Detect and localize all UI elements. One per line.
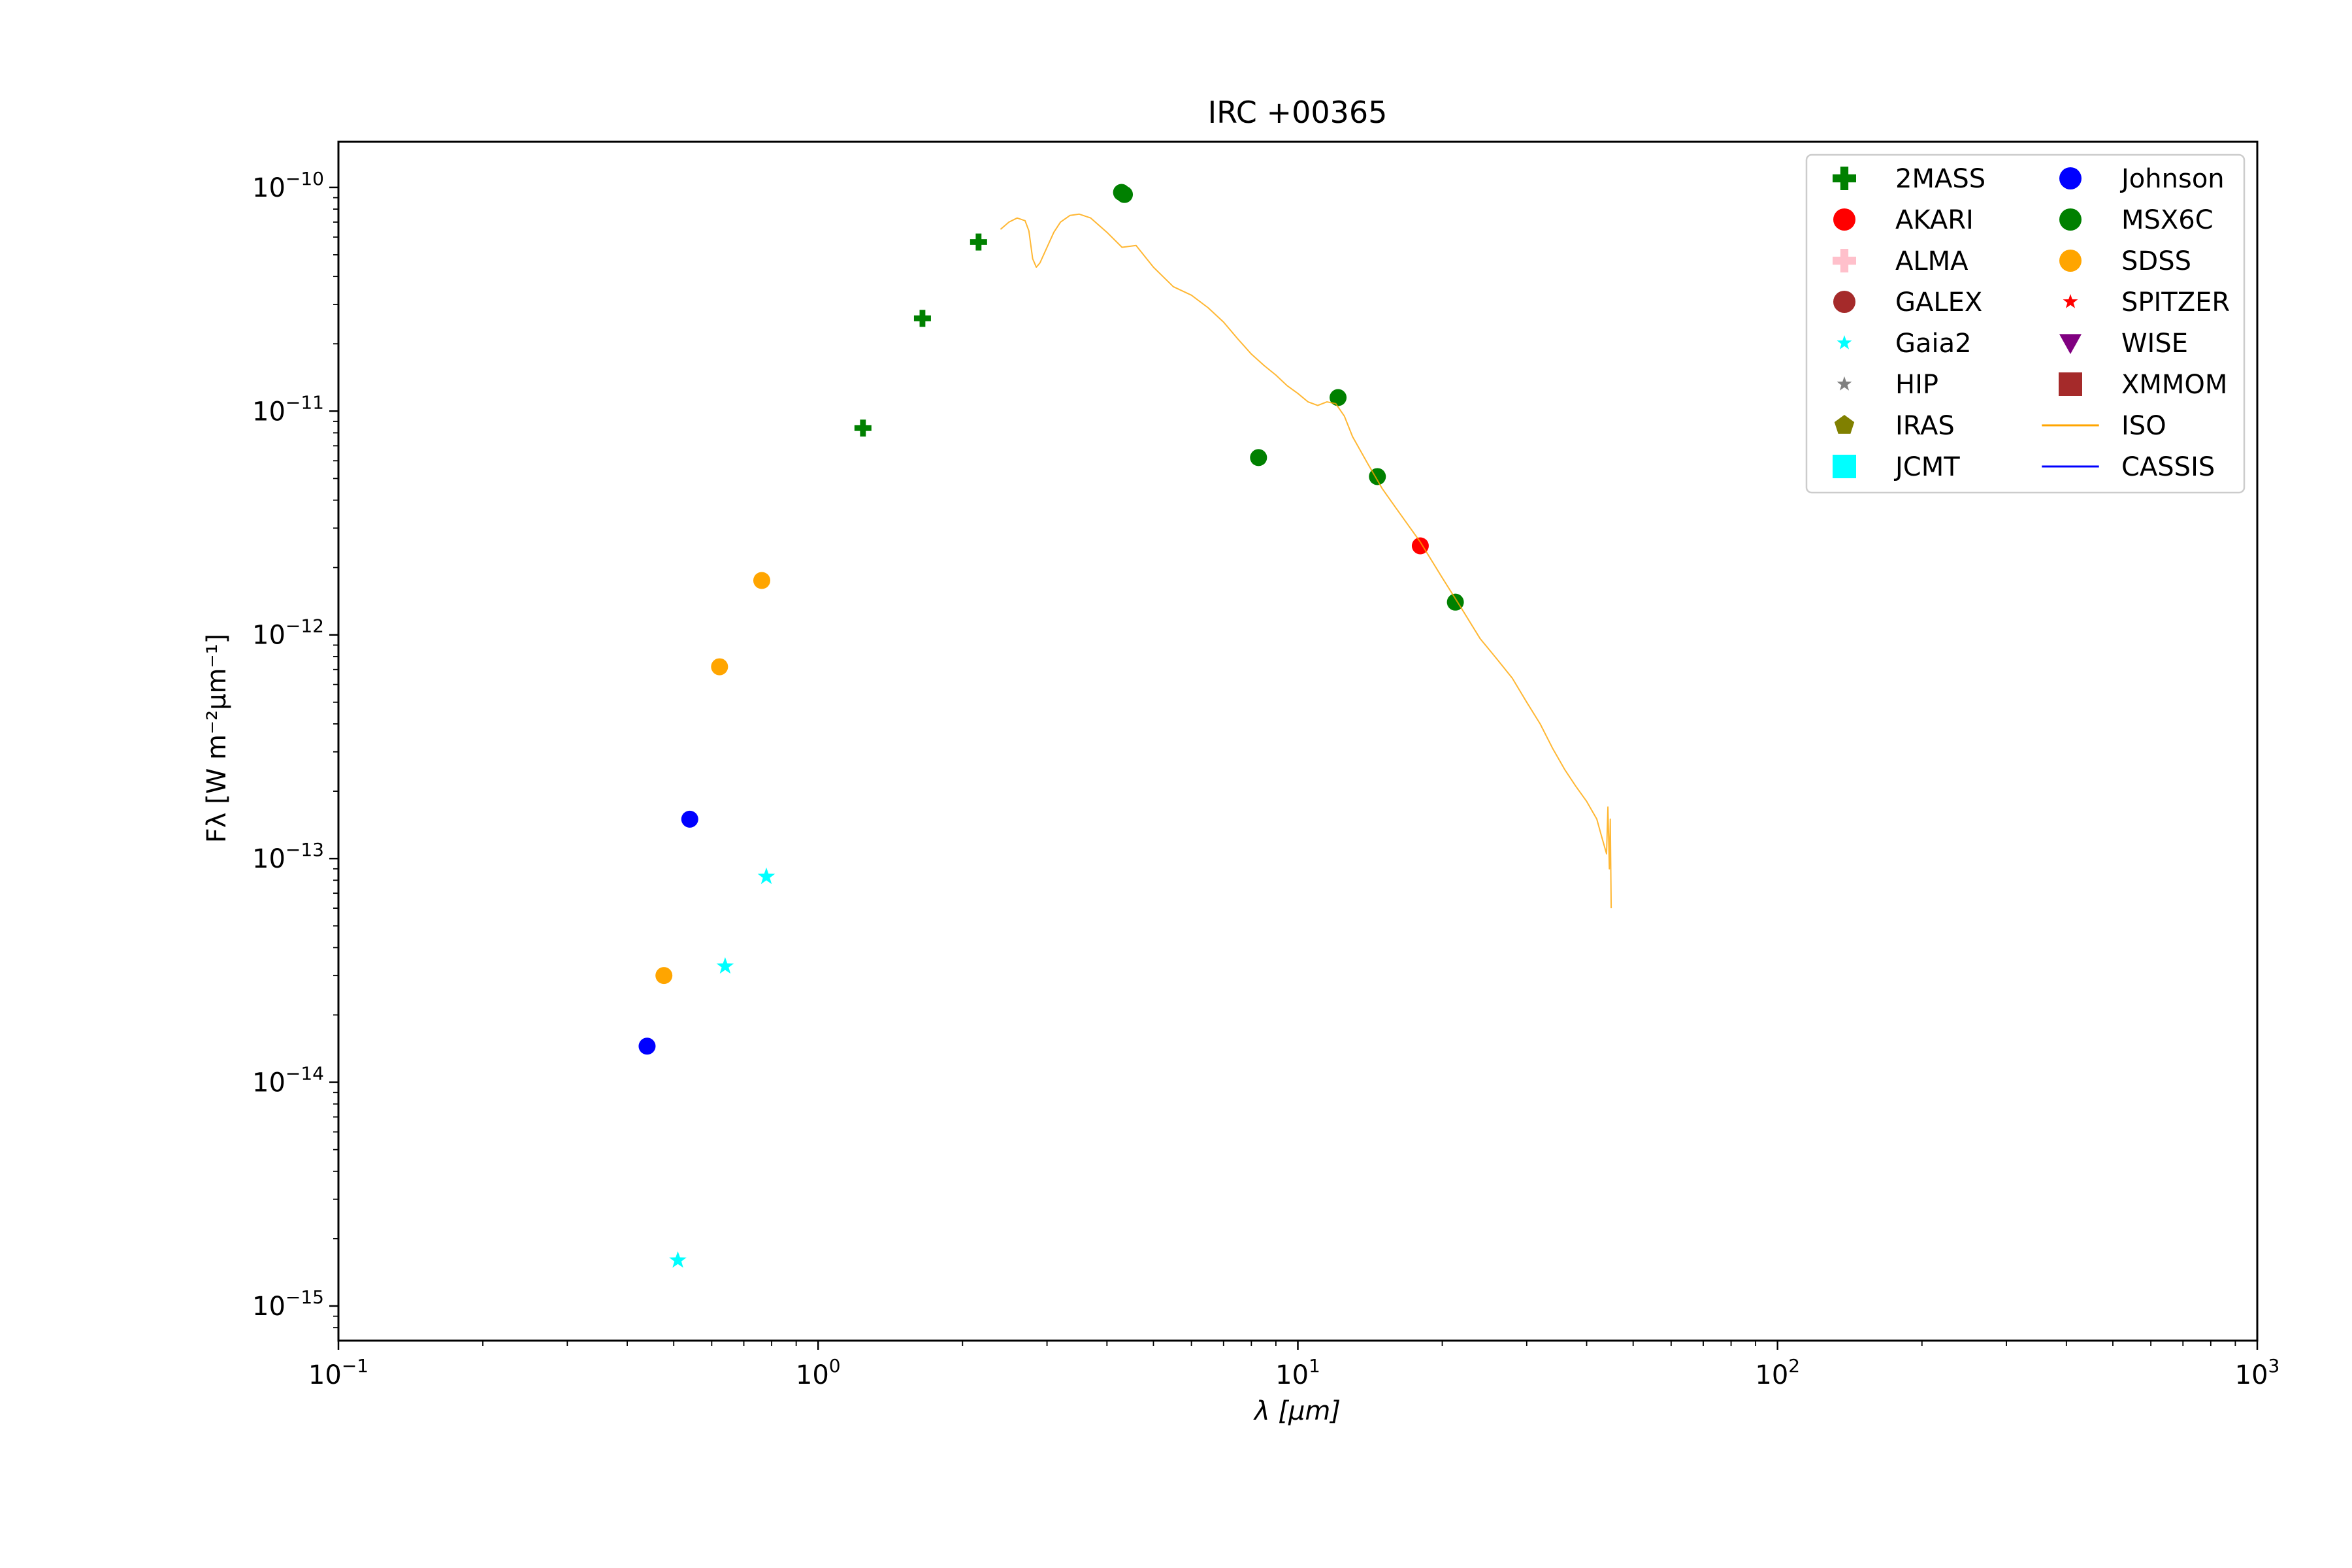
legend-label-spitzer: SPITZER [2121,287,2230,318]
legend-marker-galex [1833,291,1855,313]
legend-label-hip: HIP [1895,370,1938,400]
legend-label-gaia2: Gaia2 [1895,329,1972,359]
legend-label-msx6c: MSX6C [2121,205,2213,235]
y-tick-label: 10−15 [252,1286,324,1322]
x-tick-label: 10−1 [308,1355,368,1390]
legend-marker-sdss [2059,250,2082,272]
sdss-point [711,658,728,676]
2mass-point [913,310,931,327]
legend-label-jcmt: JCMT [1893,452,1960,482]
x-axis-label: λ [μm] [1253,1396,1341,1426]
legend-marker-iras [1834,415,1855,434]
msx6c-point [1116,186,1134,203]
gaia2-point [757,867,776,885]
x-axis: 10−1 100 101 102 103 [308,1341,2279,1390]
legend-marker-xmmom [2059,372,2082,396]
legend-marker-akari [1833,208,1855,231]
legend-marker-wise [2059,334,2082,354]
sdss-point [655,967,673,985]
legend-marker-msx6c [2059,208,2082,231]
x-tick-label: 101 [1275,1355,1320,1390]
x-tick-label: 102 [1755,1355,1800,1390]
plot-area [638,184,1612,1268]
legend-marker-johnson [2059,167,2082,189]
legend-marker-hip [1837,376,1852,391]
y-axis-label: Fλ [W m⁻²μm⁻¹] [202,634,232,843]
2mass-point [970,233,987,251]
chart-title: IRC +00365 [1208,95,1388,130]
legend-box [1805,154,2246,494]
x-tick-label: 103 [2235,1355,2280,1390]
y-tick-label: 10−12 [252,615,324,651]
gaia2-point [716,957,734,974]
msx6c-point [1330,389,1347,406]
msx6c-point [1250,449,1267,466]
legend-label-akari: AKARI [1895,205,1974,235]
legend-label-xmmom: XMMOM [2121,370,2227,400]
legend-label-iras: IRAS [1895,411,1955,441]
y-tick-label: 10−10 [252,168,324,203]
y-tick-label: 10−13 [252,839,324,874]
legend-marker-gaia2 [1837,335,1852,350]
2mass-point [854,419,872,437]
x-tick-label: 100 [796,1355,841,1390]
y-tick-label: 10−14 [252,1063,324,1098]
legend-marker-jcmt [1833,455,1856,478]
y-axis: 10−15 10−14 10−13 10−12 10−11 10−10 [252,168,338,1329]
legend-marker-2mass [1833,167,1856,190]
johnson-point [638,1037,656,1055]
legend-label-wise: WISE [2121,329,2188,359]
legend-label-2mass: 2MASS [1895,164,1985,194]
y-tick-label: 10−11 [252,391,324,427]
legend-label-cassis: CASSIS [2121,452,2215,482]
johnson-point [681,810,698,828]
legend-label-alma: ALMA [1895,246,1968,276]
gaia2-point [669,1251,687,1268]
legend-marker-alma [1833,249,1856,272]
legend-marker-spitzer [2063,294,2078,308]
legend-label-johnson: Johnson [2119,164,2225,194]
legend-label-galex: GALEX [1895,287,1982,318]
iso-series-line [1000,213,1612,909]
legend-label-sdss: SDSS [2121,246,2191,276]
legend: 2MASS AKARI ALMA GALEX Gaia2 HIP IRAS JCMT Johns… [1805,154,2246,494]
legend-label-iso: ISO [2121,411,2166,441]
sdss-point [753,572,770,589]
